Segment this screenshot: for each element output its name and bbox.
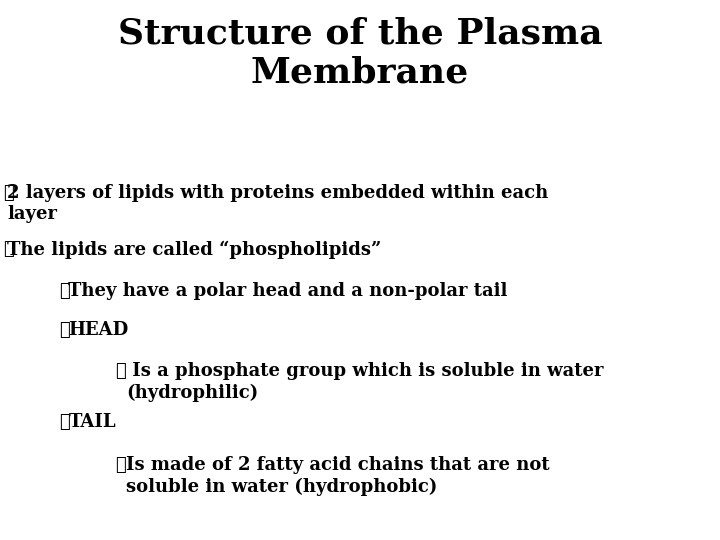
Text: ❖: ❖ <box>59 321 70 339</box>
Text: ❖: ❖ <box>115 362 126 380</box>
Text: Is a phosphate group which is soluble in water
(hydrophilic): Is a phosphate group which is soluble in… <box>126 362 603 402</box>
Text: ❖: ❖ <box>4 184 14 201</box>
Text: ❖: ❖ <box>59 282 70 300</box>
Text: They have a polar head and a non-polar tail: They have a polar head and a non-polar t… <box>68 282 508 300</box>
Text: HEAD: HEAD <box>68 321 129 339</box>
Text: 2 layers of lipids with proteins embedded within each
layer: 2 layers of lipids with proteins embedde… <box>7 184 549 223</box>
Text: TAIL: TAIL <box>68 413 116 431</box>
Text: The lipids are called “phospholipids”: The lipids are called “phospholipids” <box>7 240 382 259</box>
Text: ❖: ❖ <box>4 240 14 258</box>
Text: ❖: ❖ <box>59 413 70 431</box>
Text: Is made of 2 fatty acid chains that are not
soluble in water (hydrophobic): Is made of 2 fatty acid chains that are … <box>126 456 549 496</box>
Text: Structure of the Plasma
Membrane: Structure of the Plasma Membrane <box>117 16 603 90</box>
Text: ❖: ❖ <box>115 456 126 474</box>
